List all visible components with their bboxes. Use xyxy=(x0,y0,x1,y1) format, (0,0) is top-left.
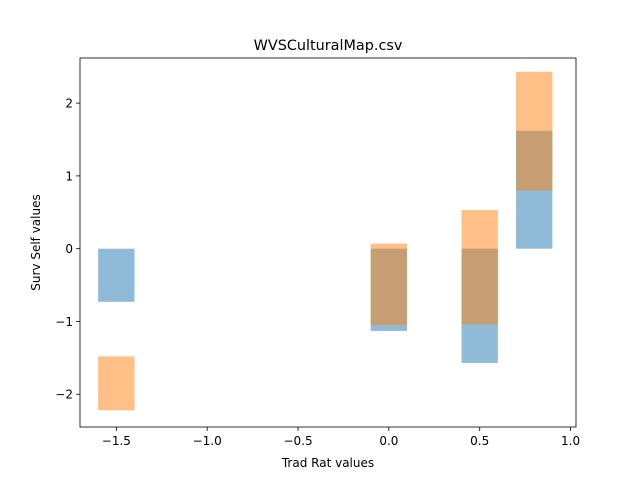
x-tick-label: 0.5 xyxy=(470,434,489,448)
bar-series-1-3 xyxy=(516,71,553,191)
bar-series-1-0 xyxy=(98,356,135,411)
x-ticks: −1.5 −1.0 −0.5 0.0 0.5 1.0 xyxy=(102,427,580,448)
bars-layer xyxy=(98,71,553,411)
y-tick-label: −2 xyxy=(55,388,73,402)
x-tick-label: −1.5 xyxy=(102,434,131,448)
y-tick-label: 1 xyxy=(65,169,73,183)
x-tick-label: 0.0 xyxy=(379,434,398,448)
bar-series-1-1 xyxy=(370,243,408,326)
bar-series-1-2 xyxy=(461,210,498,325)
y-tick-label: 0 xyxy=(65,242,73,256)
y-axis-label: Surv Self values xyxy=(29,194,43,290)
x-tick-label: −1.0 xyxy=(193,434,222,448)
x-tick-label: 1.0 xyxy=(561,434,580,448)
plot-frame xyxy=(79,57,577,428)
y-tick-label: −1 xyxy=(55,315,73,329)
chart-title: WVSCulturalMap.csv xyxy=(254,38,403,54)
y-tick-label: 2 xyxy=(65,97,73,111)
bar-series-0-0 xyxy=(98,248,135,302)
axes-layer xyxy=(79,57,577,428)
x-axis-label: Trad Rat values xyxy=(281,456,374,470)
y-ticks: −2 −1 0 1 2 xyxy=(55,97,80,402)
x-tick-label: −0.5 xyxy=(283,434,312,448)
